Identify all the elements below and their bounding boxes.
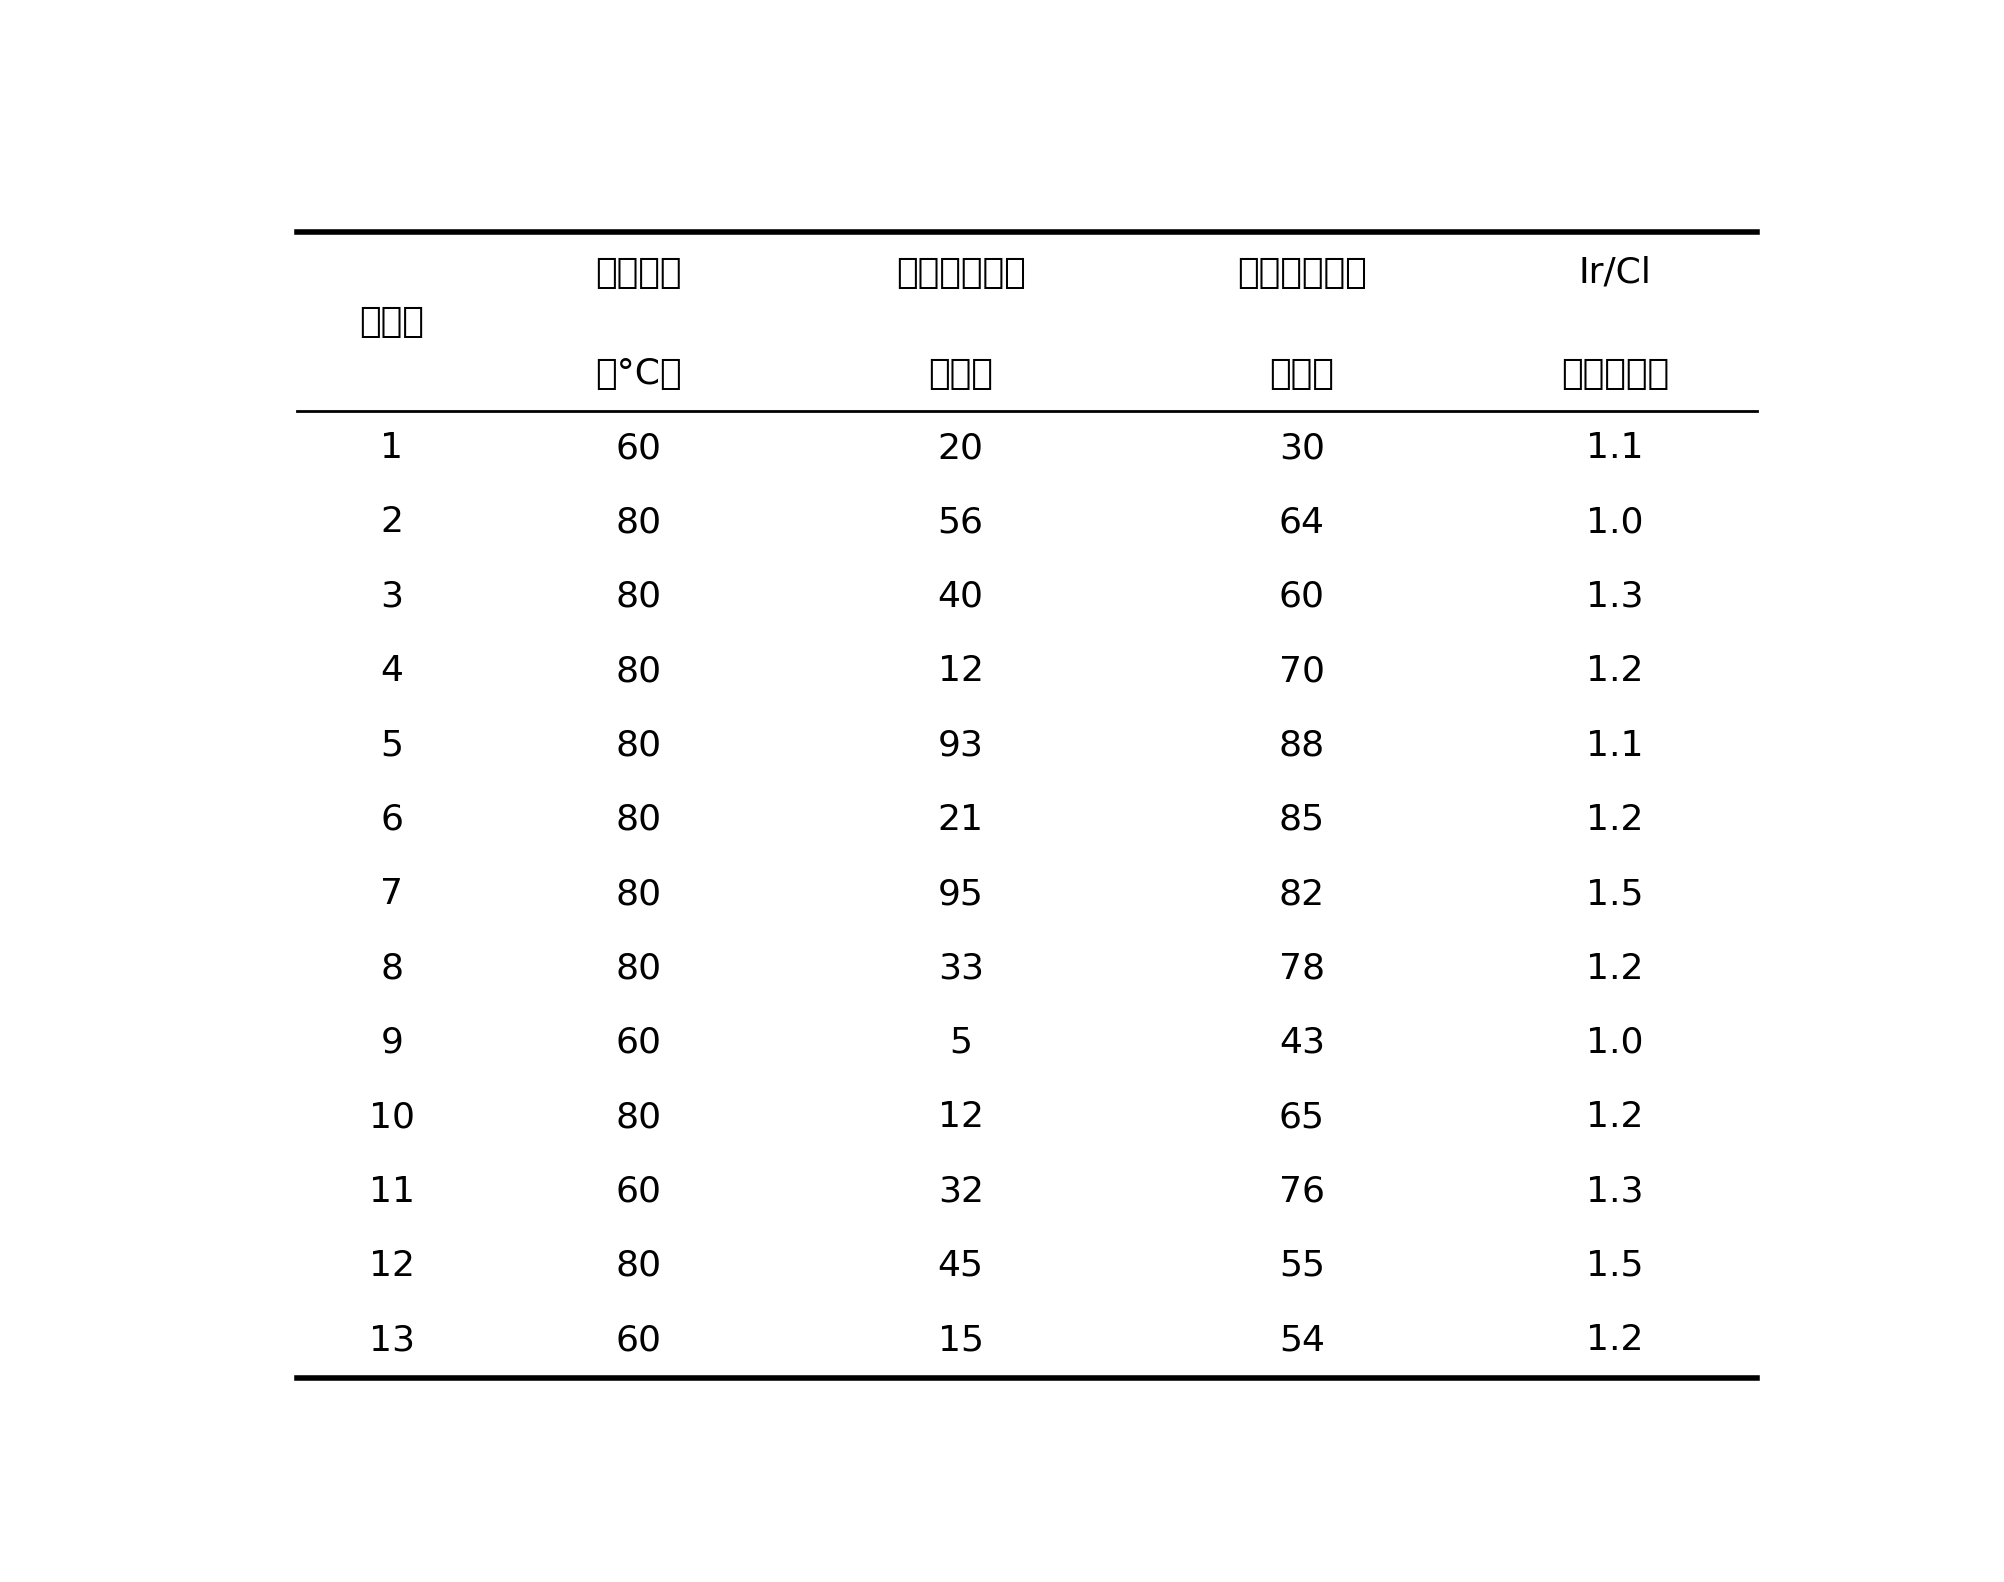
Text: 80: 80: [615, 655, 661, 688]
Text: （°C）: （°C）: [595, 358, 681, 391]
Text: 80: 80: [615, 729, 661, 763]
Text: 1.3: 1.3: [1585, 1175, 1643, 1209]
Text: 80: 80: [615, 804, 661, 837]
Text: 巴豆醇选择性: 巴豆醇选择性: [1236, 256, 1367, 290]
Text: 12: 12: [938, 655, 984, 688]
Text: 65: 65: [1279, 1101, 1325, 1134]
Text: 64: 64: [1279, 506, 1325, 539]
Text: 1.2: 1.2: [1585, 804, 1643, 837]
Text: 70: 70: [1279, 655, 1325, 688]
Text: 8: 8: [381, 952, 403, 986]
Text: 12: 12: [369, 1250, 415, 1283]
Text: 80: 80: [615, 581, 661, 614]
Text: 9: 9: [381, 1027, 403, 1060]
Text: 1.0: 1.0: [1585, 1027, 1643, 1060]
Text: 15: 15: [938, 1324, 984, 1357]
Text: 56: 56: [938, 506, 984, 539]
Text: 76: 76: [1279, 1175, 1325, 1209]
Text: 40: 40: [938, 581, 984, 614]
Text: 1.2: 1.2: [1585, 1101, 1643, 1134]
Text: 80: 80: [615, 1101, 661, 1134]
Text: 21: 21: [938, 804, 984, 837]
Text: 5: 5: [950, 1027, 972, 1060]
Text: 12: 12: [938, 1101, 984, 1134]
Text: 33: 33: [938, 952, 984, 986]
Text: 13: 13: [369, 1324, 415, 1357]
Text: 5: 5: [381, 729, 403, 763]
Text: 85: 85: [1279, 804, 1325, 837]
Text: 60: 60: [615, 1324, 661, 1357]
Text: 7: 7: [381, 878, 403, 911]
Text: 6: 6: [381, 804, 403, 837]
Text: 3: 3: [381, 581, 403, 614]
Text: 1.2: 1.2: [1585, 655, 1643, 688]
Text: 32: 32: [938, 1175, 984, 1209]
Text: 95: 95: [938, 878, 984, 911]
Text: 30: 30: [1279, 432, 1325, 465]
Text: 4: 4: [381, 655, 403, 688]
Text: 11: 11: [369, 1175, 415, 1209]
Text: 巴豆醛转化率: 巴豆醛转化率: [896, 256, 1026, 290]
Text: 60: 60: [615, 1027, 661, 1060]
Text: （％）: （％）: [928, 358, 994, 391]
Text: 43: 43: [1279, 1027, 1325, 1060]
Text: 80: 80: [615, 878, 661, 911]
Text: 80: 80: [615, 1250, 661, 1283]
Text: 20: 20: [938, 432, 984, 465]
Text: 78: 78: [1279, 952, 1325, 986]
Text: 93: 93: [938, 729, 984, 763]
Text: （原子比）: （原子比）: [1561, 358, 1669, 391]
Text: 54: 54: [1279, 1324, 1325, 1357]
Text: 55: 55: [1279, 1250, 1325, 1283]
Text: 82: 82: [1279, 878, 1325, 911]
Text: 实施例: 实施例: [359, 305, 425, 339]
Text: Ir/Cl: Ir/Cl: [1579, 256, 1651, 290]
Text: 1.2: 1.2: [1585, 952, 1643, 986]
Text: 60: 60: [615, 432, 661, 465]
Text: （％）: （％）: [1269, 358, 1335, 391]
Text: 1.5: 1.5: [1585, 1250, 1643, 1283]
Text: 1.1: 1.1: [1585, 729, 1643, 763]
Text: 88: 88: [1279, 729, 1325, 763]
Text: 1.1: 1.1: [1585, 432, 1643, 465]
Text: 60: 60: [615, 1175, 661, 1209]
Text: 1: 1: [381, 432, 403, 465]
Text: 2: 2: [381, 506, 403, 539]
Text: 80: 80: [615, 952, 661, 986]
Text: 1.2: 1.2: [1585, 1324, 1643, 1357]
Text: 1.5: 1.5: [1585, 878, 1643, 911]
Text: 1.3: 1.3: [1585, 581, 1643, 614]
Text: 10: 10: [369, 1101, 415, 1134]
Text: 60: 60: [1279, 581, 1325, 614]
Text: 80: 80: [615, 506, 661, 539]
Text: 45: 45: [938, 1250, 984, 1283]
Text: 反应温度: 反应温度: [595, 256, 681, 290]
Text: 1.0: 1.0: [1585, 506, 1643, 539]
